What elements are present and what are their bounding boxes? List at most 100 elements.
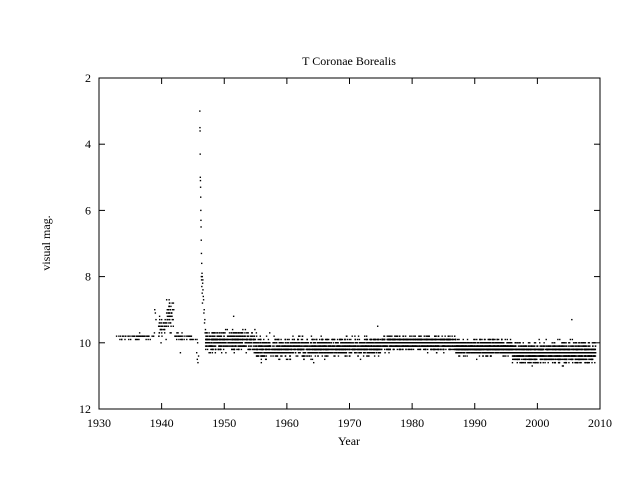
data-point: [561, 358, 563, 361]
data-point: [346, 348, 348, 351]
data-point: [175, 335, 178, 337]
data-point: [250, 335, 252, 337]
data-point: [307, 345, 309, 347]
data-point: [257, 338, 259, 341]
data-point: [303, 352, 306, 354]
data-point: [436, 348, 439, 351]
data-point: [188, 335, 190, 337]
data-point: [396, 345, 398, 347]
data-point: [222, 348, 225, 351]
data-point: [425, 335, 427, 337]
data-point: [255, 352, 258, 354]
data-point: [348, 338, 351, 341]
data-point: [503, 348, 505, 351]
data-point: [304, 345, 306, 347]
data-point: [514, 355, 517, 357]
data-point: [237, 338, 240, 341]
data-point: [249, 342, 252, 344]
data-point: [280, 338, 282, 341]
data-point: [244, 335, 246, 337]
data-point: [311, 338, 313, 341]
x-tick-label: 1930: [87, 416, 111, 430]
data-point: [449, 345, 452, 347]
data-point: [262, 342, 265, 344]
data-point: [259, 335, 261, 337]
data-point: [164, 322, 166, 324]
data-point: [365, 348, 368, 351]
data-point: [467, 345, 470, 347]
data-point: [312, 345, 314, 347]
data-point: [501, 338, 503, 341]
data-point: [191, 338, 193, 341]
data-point: [317, 345, 319, 347]
data-point: [211, 352, 214, 354]
data-point: [229, 335, 231, 337]
data-point: [487, 342, 489, 344]
data-point: [331, 352, 333, 354]
data-point: [124, 338, 126, 341]
data-point: [539, 361, 542, 364]
data-point: [466, 338, 469, 341]
data-point: [509, 345, 512, 347]
data-point: [579, 342, 581, 344]
data-point: [284, 355, 287, 357]
data-point: [325, 342, 328, 344]
data-point: [368, 342, 371, 344]
data-point: [362, 352, 365, 354]
data-point: [302, 342, 304, 344]
data-point: [240, 342, 242, 344]
data-point: [365, 342, 368, 344]
data-point: [594, 361, 596, 364]
data-point: [284, 348, 286, 351]
data-point: [476, 348, 479, 351]
data-point: [553, 342, 555, 344]
data-point: [423, 335, 425, 337]
data-point: [473, 338, 475, 341]
data-point: [588, 352, 591, 354]
data-point: [497, 352, 499, 354]
data-point: [314, 355, 317, 357]
data-point: [357, 335, 360, 337]
data-point: [423, 348, 426, 351]
data-point: [237, 342, 240, 344]
data-point: [170, 325, 172, 327]
data-point: [327, 355, 329, 357]
data-point: [302, 355, 305, 357]
data-point: [167, 309, 169, 311]
data-point: [228, 338, 230, 341]
data-point: [489, 355, 492, 357]
data-point: [384, 345, 386, 347]
data-point: [343, 352, 345, 354]
data-point: [260, 355, 262, 357]
data-point: [352, 345, 354, 347]
data-point: [275, 342, 278, 344]
data-point: [372, 338, 375, 341]
data-point: [259, 345, 262, 347]
data-point: [511, 348, 514, 351]
data-point: [274, 355, 277, 357]
data-point: [409, 348, 411, 351]
data-point: [346, 342, 349, 344]
data-point: [479, 338, 482, 341]
data-point: [337, 355, 340, 357]
data-point: [223, 338, 225, 341]
data-point: [219, 338, 221, 341]
data-point: [292, 335, 294, 337]
data-point: [374, 342, 376, 344]
data-point: [179, 335, 181, 337]
data-point: [444, 342, 447, 344]
data-point: [351, 342, 353, 344]
data-point: [346, 355, 348, 357]
data-point: [480, 345, 483, 347]
data-point: [332, 348, 335, 351]
data-point: [477, 352, 480, 354]
data-point: [136, 335, 138, 337]
data-point: [362, 342, 364, 344]
data-point: [233, 348, 235, 351]
data-point: [322, 352, 324, 354]
data-point: [501, 352, 503, 354]
data-point: [260, 361, 263, 364]
data-point: [228, 342, 231, 344]
data-point: [350, 338, 352, 341]
data-point: [427, 345, 430, 347]
